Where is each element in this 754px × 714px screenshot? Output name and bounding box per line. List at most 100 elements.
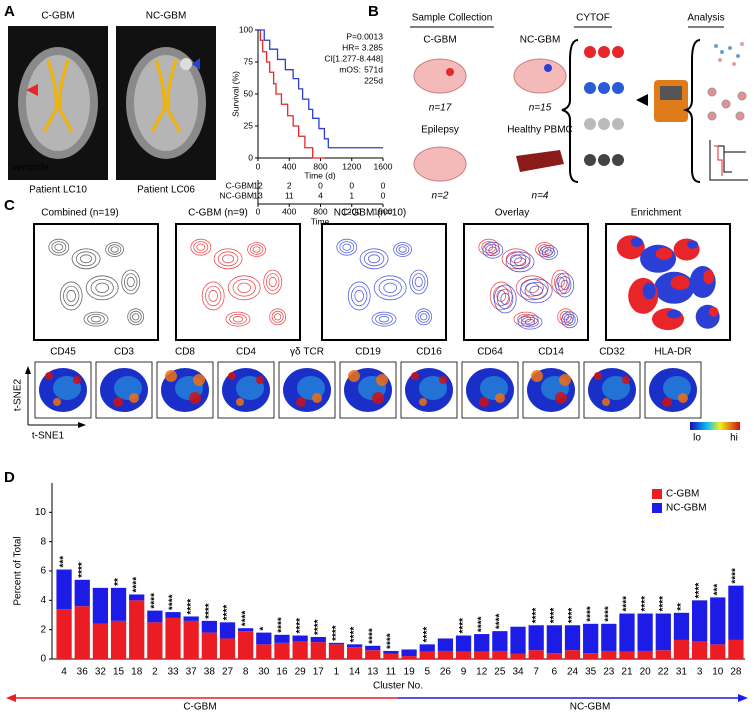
sample-name: C-GBM [423, 35, 456, 46]
bar-segment [546, 625, 562, 654]
x-tick-label: 1600 [374, 206, 393, 216]
x-tick-label: 6 [552, 667, 558, 678]
contour [66, 289, 76, 302]
tsne-spot [411, 372, 419, 380]
contour [336, 238, 358, 256]
significance: **** [295, 618, 306, 634]
contour [227, 275, 261, 301]
significance: **** [603, 606, 614, 622]
schematic [410, 26, 748, 183]
contour [497, 288, 514, 310]
contour [420, 313, 428, 321]
contour [190, 238, 212, 256]
marker-map [217, 361, 275, 419]
enrichment-blob [687, 240, 698, 249]
contour [222, 254, 235, 264]
tsne-spot [376, 374, 388, 386]
bar-segment [365, 645, 381, 651]
bar-segment [691, 641, 708, 659]
contour [555, 272, 575, 298]
x-tick-label: 9 [461, 667, 467, 678]
tsne-spot [602, 398, 610, 406]
significance: **** [549, 608, 560, 624]
bar-segment [292, 641, 308, 659]
contour [500, 292, 511, 305]
bar-segment [165, 617, 181, 659]
contour [359, 248, 389, 270]
significance: **** [694, 583, 705, 599]
contour [488, 246, 498, 254]
plot-title: Enrichment [631, 208, 682, 219]
bar-segment [56, 569, 72, 610]
tsne-spot [559, 374, 571, 386]
enrichment-blob [708, 307, 719, 317]
significance: **** [204, 603, 215, 619]
contour [80, 254, 93, 264]
x-tick-label: 1600 [374, 161, 393, 171]
bar-segment [564, 625, 581, 651]
bar-segment [256, 644, 272, 659]
bar-segment [346, 647, 363, 659]
contour [59, 281, 83, 311]
tsne-spot [228, 372, 236, 380]
marker-label: CD3 [114, 347, 134, 358]
x-tick-label: 29 [295, 667, 307, 678]
annotation: P=0.0013 [346, 31, 383, 41]
marker-map [95, 361, 153, 419]
enrichment-blob [630, 237, 643, 247]
x-tick-label: 16 [276, 667, 288, 678]
bar-segment [401, 656, 417, 659]
contour [521, 316, 539, 328]
tsne-spot [622, 376, 630, 384]
contour [247, 242, 267, 257]
x-tick-label: 800 [313, 161, 327, 171]
contour [63, 285, 80, 307]
bar-segment [328, 644, 345, 659]
bar-segment [619, 651, 635, 659]
bar-segment [74, 579, 90, 607]
bar-segment [528, 650, 544, 659]
bar-segment [492, 631, 508, 651]
sample-count: n=2 [432, 191, 449, 202]
contour [232, 315, 244, 323]
contour [558, 276, 572, 294]
bar-segment [201, 632, 217, 659]
significance: **** [731, 568, 742, 584]
y-tick-label: 25 [244, 120, 254, 130]
bar-segment [401, 649, 417, 657]
contour [524, 318, 536, 326]
contour [126, 276, 135, 288]
x-tick-label: 33 [167, 667, 179, 678]
header: Analysis [687, 13, 724, 24]
bar-segment [474, 634, 490, 652]
contour [378, 278, 402, 297]
marker-label: CD19 [355, 347, 381, 358]
scale-label: lo [693, 433, 701, 444]
x-tick-label: 35 [585, 667, 597, 678]
contour [249, 244, 264, 255]
bar-segment [256, 632, 272, 645]
bar-segment [419, 644, 435, 652]
tsne-contour [175, 223, 301, 341]
arrow-head [738, 694, 748, 702]
contour [414, 276, 423, 288]
risk-value: 2 [287, 180, 292, 190]
bar-segment [437, 650, 454, 659]
bar-segment [601, 623, 617, 651]
tsne-spot [419, 398, 427, 406]
bar-segment [147, 622, 163, 659]
contour [274, 313, 282, 321]
significance: **** [458, 618, 469, 634]
plot-title: C-GBM (n=9) [188, 208, 248, 219]
contour [196, 243, 206, 251]
y-tick-label: 2 [40, 624, 46, 635]
risk-value: 0 [349, 180, 354, 190]
axis [257, 180, 383, 205]
contour [415, 308, 433, 326]
x-tick-label: 1200 [342, 161, 361, 171]
risk-value: 0 [381, 190, 386, 200]
x-tick-label: 11 [386, 667, 397, 678]
bar-segment [655, 650, 671, 659]
tsne-spot [439, 376, 447, 384]
contour [529, 285, 543, 297]
